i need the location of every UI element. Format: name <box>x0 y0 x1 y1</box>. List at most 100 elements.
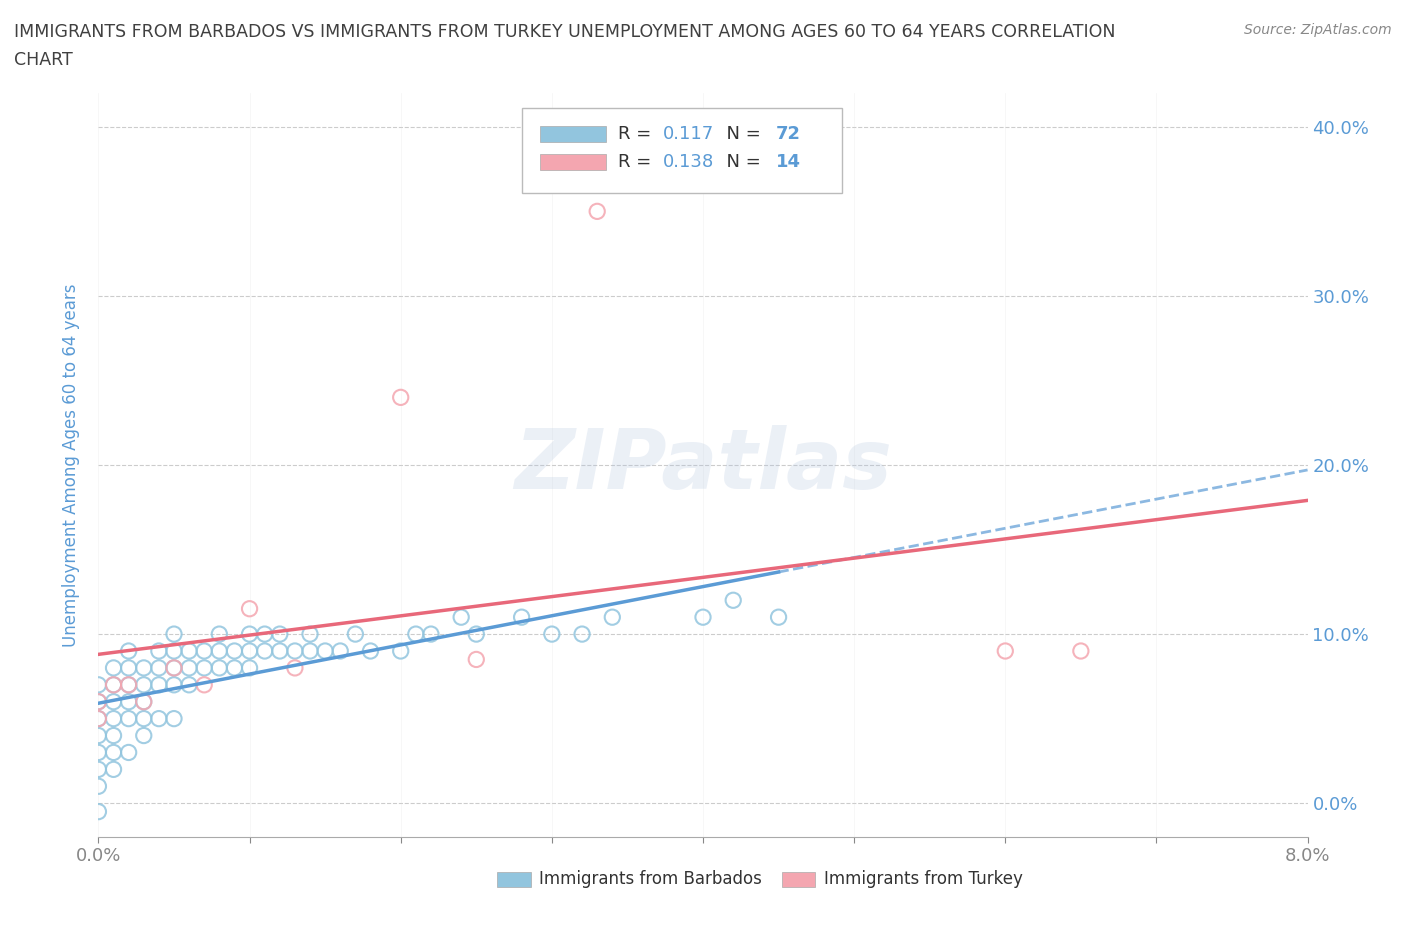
Text: 0.117: 0.117 <box>664 125 714 143</box>
Point <box>148 711 170 726</box>
Point <box>87 711 110 726</box>
Point <box>510 610 533 625</box>
Point <box>208 644 231 658</box>
Point <box>284 660 307 675</box>
Text: 0.138: 0.138 <box>664 153 714 171</box>
Point <box>103 660 125 675</box>
Point <box>163 660 186 675</box>
Point <box>193 677 215 692</box>
Text: Immigrants from Turkey: Immigrants from Turkey <box>824 870 1022 888</box>
Point <box>224 644 246 658</box>
Point <box>1070 644 1092 658</box>
Point <box>994 644 1017 658</box>
Point <box>163 644 186 658</box>
Point <box>465 627 488 642</box>
Point <box>87 745 110 760</box>
Point <box>450 610 472 625</box>
Point <box>87 695 110 710</box>
Point <box>405 627 427 642</box>
Text: R =: R = <box>619 125 658 143</box>
Point <box>132 695 155 710</box>
Point <box>253 644 276 658</box>
Point <box>768 610 790 625</box>
FancyBboxPatch shape <box>522 108 842 193</box>
Point <box>132 660 155 675</box>
Point <box>179 677 201 692</box>
Point <box>163 627 186 642</box>
Point <box>148 644 170 658</box>
Point <box>87 695 110 710</box>
Text: IMMIGRANTS FROM BARBADOS VS IMMIGRANTS FROM TURKEY UNEMPLOYMENT AMONG AGES 60 TO: IMMIGRANTS FROM BARBADOS VS IMMIGRANTS F… <box>14 23 1115 41</box>
Point <box>179 644 201 658</box>
Text: ZIPatlas: ZIPatlas <box>515 424 891 506</box>
Point <box>344 627 367 642</box>
Point <box>163 711 186 726</box>
Point <box>420 627 443 642</box>
Text: N =: N = <box>716 153 766 171</box>
Point <box>118 644 141 658</box>
Point <box>269 644 291 658</box>
Point <box>314 644 336 658</box>
Point <box>193 660 215 675</box>
Point <box>299 644 322 658</box>
Point <box>193 644 215 658</box>
Point <box>239 627 262 642</box>
Y-axis label: Unemployment Among Ages 60 to 64 years: Unemployment Among Ages 60 to 64 years <box>62 284 80 646</box>
Point <box>389 390 412 405</box>
Point <box>132 677 155 692</box>
Point <box>132 728 155 743</box>
Point <box>103 677 125 692</box>
Point <box>103 695 125 710</box>
Point <box>103 762 125 777</box>
FancyBboxPatch shape <box>540 154 606 170</box>
FancyBboxPatch shape <box>782 872 815 887</box>
Point <box>118 711 141 726</box>
FancyBboxPatch shape <box>498 872 531 887</box>
Point <box>118 660 141 675</box>
Point <box>208 660 231 675</box>
Point <box>602 610 624 625</box>
Point <box>87 778 110 793</box>
Point <box>284 644 307 658</box>
Point <box>239 602 262 617</box>
Point <box>224 660 246 675</box>
Point <box>299 627 322 642</box>
Point <box>239 660 262 675</box>
Text: Immigrants from Barbados: Immigrants from Barbados <box>538 870 762 888</box>
Point <box>118 745 141 760</box>
Point <box>87 728 110 743</box>
Point <box>87 762 110 777</box>
Point <box>103 728 125 743</box>
Point <box>148 677 170 692</box>
Point <box>586 204 609 219</box>
Point <box>540 627 562 642</box>
Text: CHART: CHART <box>14 51 73 69</box>
Point <box>208 627 231 642</box>
Point <box>132 695 155 710</box>
Point <box>571 627 593 642</box>
Point <box>389 644 412 658</box>
Point <box>465 652 488 667</box>
Point <box>118 677 141 692</box>
Text: Source: ZipAtlas.com: Source: ZipAtlas.com <box>1244 23 1392 37</box>
Point <box>118 695 141 710</box>
Point <box>163 677 186 692</box>
FancyBboxPatch shape <box>540 126 606 142</box>
Text: 14: 14 <box>776 153 800 171</box>
Point <box>118 677 141 692</box>
Point <box>239 644 262 658</box>
Text: R =: R = <box>619 153 658 171</box>
Point <box>87 804 110 819</box>
Point <box>360 644 382 658</box>
Point <box>269 627 291 642</box>
Point <box>87 677 110 692</box>
Point <box>723 592 745 607</box>
Point <box>253 627 276 642</box>
Point <box>179 660 201 675</box>
Text: N =: N = <box>716 125 766 143</box>
Point <box>148 660 170 675</box>
Point <box>132 711 155 726</box>
Point <box>103 745 125 760</box>
Point <box>87 711 110 726</box>
Point <box>329 644 352 658</box>
